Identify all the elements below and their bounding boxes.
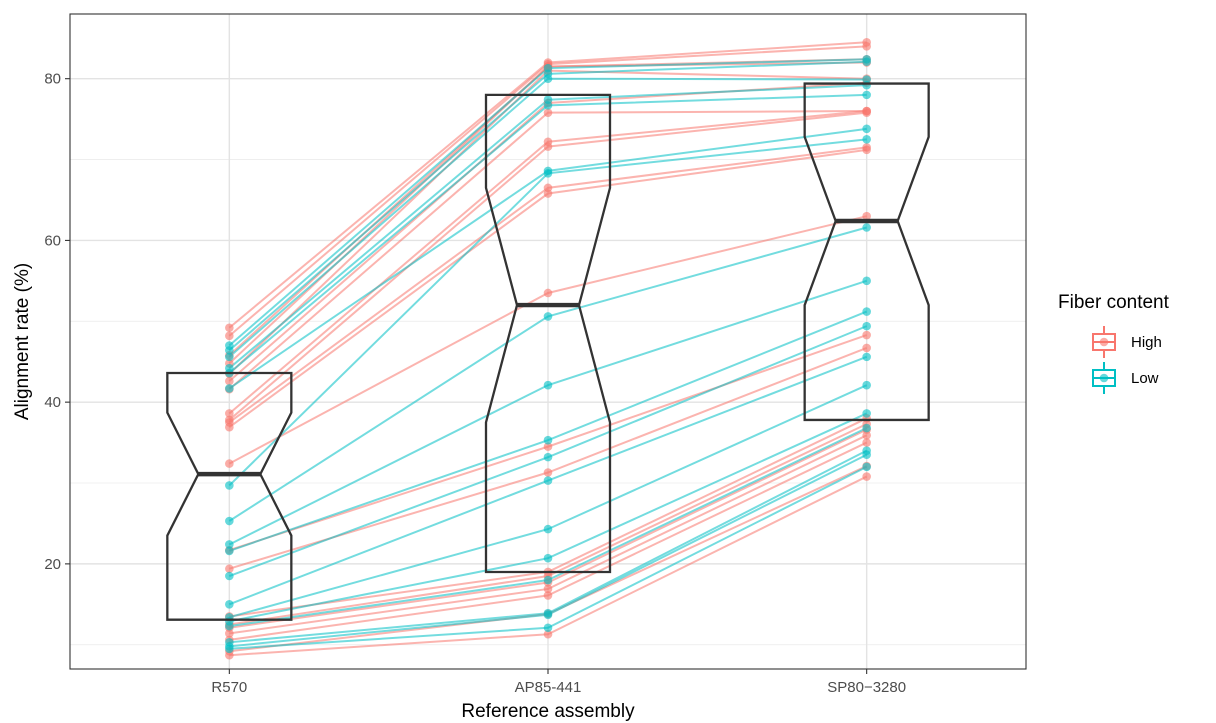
- data-point-low: [225, 621, 234, 631]
- data-point-low: [543, 312, 553, 321]
- boxplot-1: [484, 93, 612, 574]
- data-point-high: [225, 409, 234, 418]
- data-point-low: [862, 135, 871, 144]
- data-point-high: [862, 431, 871, 440]
- data-point-low: [862, 90, 871, 100]
- data-point-low: [225, 346, 234, 355]
- y-tick-label: 40: [44, 394, 61, 411]
- data-point-low: [862, 352, 871, 362]
- data-point-low: [862, 223, 871, 232]
- data-point-low: [225, 540, 234, 549]
- data-point-low: [862, 321, 871, 331]
- y-tick-label: 80: [44, 71, 61, 88]
- data-point-high: [225, 331, 234, 341]
- data-point-high: [543, 591, 553, 600]
- legend-label-high: High: [1131, 334, 1162, 351]
- data-point-high: [225, 459, 234, 468]
- data-point-low: [862, 462, 871, 472]
- data-point-high: [225, 323, 234, 333]
- data-point-high: [543, 142, 553, 151]
- data-point-low: [862, 80, 871, 90]
- y-axis: 20 40 60 80: [44, 71, 70, 573]
- data-point-low: [543, 435, 553, 445]
- data-point-low: [225, 644, 234, 654]
- data-point-high: [225, 422, 234, 432]
- data-point-high: [225, 376, 234, 386]
- data-point-low: [862, 307, 871, 316]
- data-point-high: [862, 472, 871, 481]
- data-point-low: [543, 169, 553, 178]
- x-axis-title: Reference assembly: [461, 701, 635, 722]
- data-point-high: [862, 145, 871, 155]
- data-point-high: [862, 42, 871, 51]
- data-point-high: [862, 108, 871, 117]
- data-point-low: [225, 546, 234, 556]
- data-point-low: [543, 476, 553, 485]
- x-tick-label: SP80−3280: [827, 679, 906, 696]
- data-point-high: [862, 438, 871, 447]
- data-point-low: [543, 380, 553, 390]
- data-point-low: [543, 74, 553, 83]
- data-point-high: [543, 468, 553, 477]
- legend-title: Fiber content: [1058, 292, 1170, 313]
- data-point-high: [543, 442, 553, 451]
- data-point-low: [862, 57, 871, 67]
- data-point-high: [543, 189, 553, 198]
- x-tick-label: AP85-441: [515, 679, 582, 696]
- y-tick-label: 20: [44, 556, 61, 573]
- data-point-high: [225, 629, 234, 638]
- x-tick-label: R570: [211, 679, 247, 696]
- data-point-low: [862, 450, 871, 460]
- data-point-low: [862, 409, 871, 418]
- x-axis: R570 AP85-441 SP80−3280: [211, 669, 906, 696]
- data-point-low: [225, 384, 234, 393]
- data-point-low: [543, 524, 553, 534]
- data-point-high: [225, 564, 234, 574]
- boxplots: [166, 82, 930, 621]
- data-point-low: [543, 101, 553, 110]
- data-point-low: [862, 423, 871, 433]
- data-point-high: [543, 629, 553, 639]
- boxplot-0: [166, 371, 293, 621]
- data-point-high: [862, 211, 871, 221]
- data-points: [225, 38, 871, 660]
- data-point-low: [543, 623, 553, 633]
- data-point-low: [225, 352, 234, 362]
- data-point-low: [862, 276, 871, 286]
- data-point-low: [225, 481, 234, 490]
- data-point-high: [543, 584, 553, 594]
- data-point-high: [543, 108, 553, 117]
- y-tick-label: 60: [44, 232, 61, 249]
- y-axis-title: Alignment rate (%): [12, 263, 33, 420]
- legend-label-low: Low: [1131, 370, 1159, 387]
- data-point-high: [225, 650, 234, 660]
- data-point-low: [225, 516, 234, 526]
- legend: Fiber content High Low: [1058, 292, 1170, 394]
- data-point-high: [862, 330, 871, 340]
- legend-items: High Low: [1092, 326, 1162, 394]
- data-point-low: [543, 610, 553, 620]
- data-point-low: [862, 380, 871, 390]
- boxplot-2: [803, 82, 930, 422]
- legend-key-point: [1099, 337, 1109, 347]
- data-point-low: [225, 571, 234, 581]
- data-point-low: [225, 600, 234, 609]
- legend-key-point: [1099, 373, 1109, 383]
- data-point-low: [543, 452, 553, 462]
- data-point-low: [543, 575, 553, 585]
- data-point-high: [862, 343, 871, 353]
- data-point-low: [543, 553, 553, 563]
- data-point-low: [862, 124, 871, 134]
- data-point-high: [543, 288, 553, 298]
